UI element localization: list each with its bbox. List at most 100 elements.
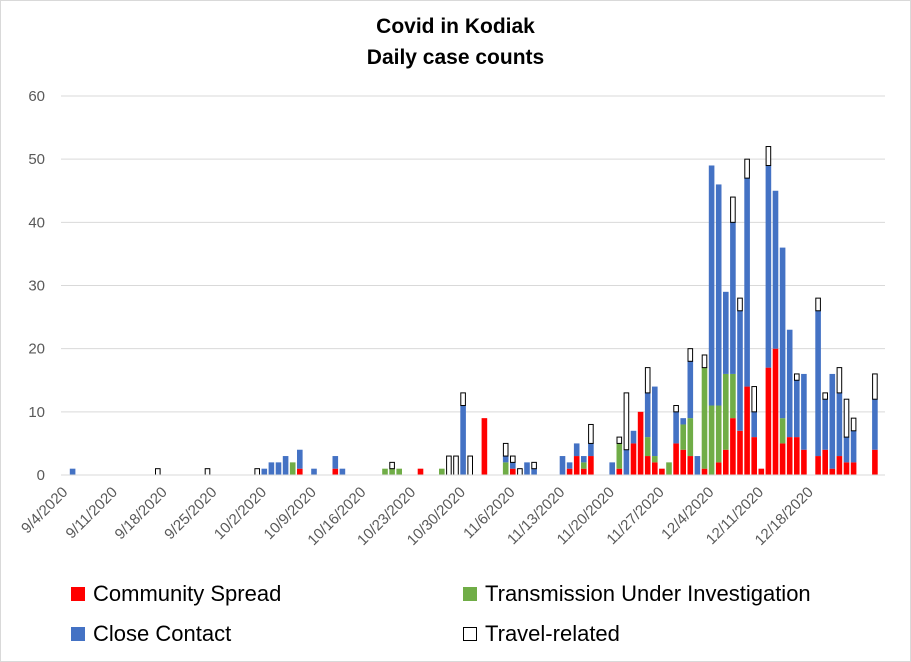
bar-community-spread [630,443,637,475]
bar-close-contact [311,468,317,475]
bar-transmission-under-investigation [779,418,786,444]
bar-travel-related [836,367,843,394]
bar-transmission-under-investigation [680,424,686,450]
bar-travel-related [616,436,623,444]
bar-close-contact [687,361,694,419]
bar-travel-related [794,373,800,381]
bar-travel-related [872,373,878,400]
bar-travel-related [744,158,750,179]
bar-transmission-under-investigation [581,462,587,469]
legend-swatch-close-contact [71,627,85,641]
bar-community-spread [872,449,878,475]
legend-label-travel-related: Travel-related [485,621,620,646]
bar-community-spread [573,456,580,475]
bar-close-contact [829,373,836,469]
bar-travel-related [510,455,516,463]
bar-travel-related [701,354,708,369]
bar-community-spread [751,437,757,475]
y-tick-label: 40 [28,214,45,231]
bar-transmission-under-investigation [439,468,445,475]
bar-community-spread [481,418,488,475]
bar-community-spread [417,468,424,475]
bar-close-contact [730,222,736,374]
bar-close-contact [694,456,701,475]
bar-community-spread [801,449,807,475]
y-tick-label: 20 [28,341,45,358]
bar-community-spread [680,449,686,475]
bar-close-contact [715,184,722,406]
gridlines [61,95,885,413]
bar-travel-related [531,461,537,470]
bar-community-spread [297,468,303,475]
bar-close-contact [815,310,821,457]
bar-close-contact [708,165,715,406]
x-axis: 9/4/20209/11/20209/18/20209/25/202010/2/… [18,484,817,549]
y-tick-label: 60 [28,88,45,105]
bar-community-spread [566,468,573,475]
bar-close-contact [786,329,793,438]
bar-close-contact [801,373,807,450]
legend: Community Spread Transmission Under Inve… [71,579,891,659]
bar-close-contact [609,462,615,475]
bar-travel-related [673,405,679,413]
bar-close-contact [737,310,743,431]
legend-item-transmission-under-investigation: Transmission Under Investigation [463,579,811,609]
bar-close-contact [723,291,729,374]
bar-community-spread [815,456,821,475]
bar-travel-related [467,455,473,476]
bar-community-spread [659,468,665,475]
bar-close-contact [268,462,275,475]
y-tick-label: 30 [28,278,45,295]
legend-item-travel-related: Travel-related [463,619,620,649]
bar-transmission-under-investigation [708,405,715,475]
bar-community-spread [730,418,736,475]
bar-close-contact [744,178,750,387]
bar-travel-related [822,392,829,400]
bar-transmission-under-investigation [382,468,388,475]
bar-close-contact [630,430,637,444]
legend-label-close-contact: Close Contact [93,621,232,646]
legend-item-community-spread: Community Spread [71,579,281,609]
bar-community-spread [850,462,857,475]
bar-community-spread [829,468,836,475]
bar-community-spread [673,443,679,475]
chart-subtitle: Daily case counts [366,46,545,69]
bar-transmission-under-investigation [666,462,672,475]
bar-travel-related [765,146,772,166]
bar-travel-related [687,348,694,362]
bar-transmission-under-investigation [652,456,658,463]
bar-travel-related [751,386,758,413]
bar-transmission-under-investigation [715,405,722,463]
bar-community-spread [332,468,339,475]
x-tick-label: 9/25/2020 [161,484,220,543]
bar-close-contact [836,392,843,457]
bar-close-contact [297,449,303,469]
bar-community-spread [779,443,786,475]
bars [69,146,878,476]
bar-close-contact [559,456,566,475]
bar-transmission-under-investigation [389,468,395,475]
bar-community-spread [652,462,658,475]
bar-close-contact [673,411,679,444]
bar-close-contact [843,437,850,463]
bar-travel-related [389,461,395,470]
bar-transmission-under-investigation [723,373,729,450]
bar-travel-related [155,468,161,476]
bar-close-contact [652,386,658,457]
bar-close-contact [502,456,509,463]
bar-community-spread [765,367,772,475]
bar-close-contact [332,456,339,469]
chart-plot: 0 10 20 30 40 50 60 9/4/20209/11/20209/18/2020… [18,88,885,549]
bar-community-spread [687,456,694,475]
bar-travel-related [502,442,509,457]
bar-travel-related [254,468,260,476]
bar-community-spread [794,437,800,475]
bar-close-contact [588,443,594,457]
bar-community-spread [737,430,743,475]
bar-transmission-under-investigation [730,373,736,419]
bar-travel-related [623,392,630,451]
legend-label-transmission-under-investigation: Transmission Under Investigation [485,581,811,606]
bar-transmission-under-investigation [616,443,623,469]
bar-community-spread [588,456,594,475]
